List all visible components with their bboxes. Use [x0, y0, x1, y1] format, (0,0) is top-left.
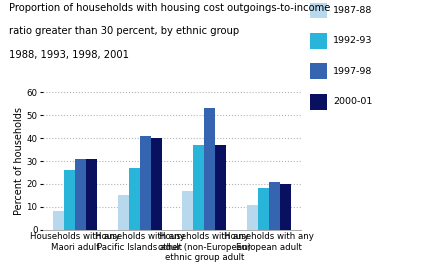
- Bar: [150, 138, 162, 230]
- Y-axis label: Percent of households: Percent of households: [14, 107, 24, 215]
- Bar: [194, 145, 204, 230]
- Bar: [64, 170, 75, 230]
- Bar: [140, 136, 150, 230]
- Text: 1987-88: 1987-88: [333, 6, 373, 15]
- Text: 1988, 1993, 1998, 2001: 1988, 1993, 1998, 2001: [9, 50, 129, 60]
- Text: ratio greater than 30 percent, by ethnic group: ratio greater than 30 percent, by ethnic…: [9, 26, 239, 36]
- Bar: [258, 188, 269, 230]
- Bar: [204, 109, 215, 230]
- Text: Proportion of households with housing cost outgoings-to-income: Proportion of households with housing co…: [9, 3, 330, 13]
- Text: 2000-01: 2000-01: [333, 97, 373, 106]
- Bar: [247, 205, 258, 230]
- Bar: [86, 159, 97, 230]
- Bar: [129, 168, 140, 230]
- Text: 1997-98: 1997-98: [333, 67, 373, 76]
- Bar: [280, 184, 291, 230]
- Bar: [182, 191, 194, 230]
- Bar: [75, 159, 86, 230]
- Bar: [215, 145, 226, 230]
- Text: 1992-93: 1992-93: [333, 36, 373, 45]
- Bar: [269, 182, 280, 230]
- Bar: [53, 211, 64, 230]
- Bar: [118, 195, 129, 230]
